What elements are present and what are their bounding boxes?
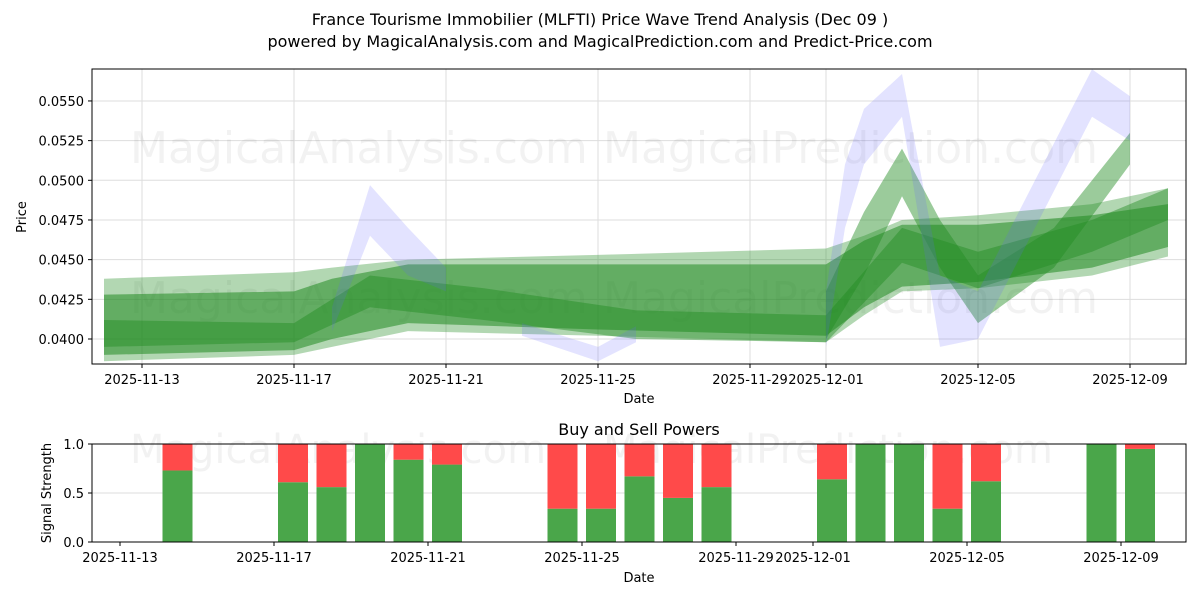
buy-bar: [394, 460, 424, 542]
buy-bar: [1087, 444, 1117, 542]
x-tick-label: 2025-12-05: [929, 551, 1005, 566]
x-tick-label: 2025-11-29: [712, 373, 788, 388]
y-tick-label: 0.0: [63, 536, 84, 551]
buy-bar: [163, 470, 193, 542]
buy-bar: [933, 509, 963, 542]
x-tick-label: 2025-11-29: [698, 551, 774, 566]
sell-bar: [163, 444, 193, 470]
signal-y-axis-label: Signal Strength: [40, 443, 55, 543]
x-tick-label: 2025-12-01: [788, 373, 864, 388]
sell-bar: [548, 444, 578, 509]
y-tick-label: 0.0525: [39, 135, 85, 150]
sell-bar: [933, 444, 963, 509]
y-tick-label: 0.0450: [39, 254, 85, 269]
buy-bar: [355, 444, 385, 542]
price-x-axis: 2025-11-13 2025-11-17 2025-11-21 2025-11-25…: [104, 364, 1168, 388]
x-tick-label: 2025-12-05: [940, 373, 1016, 388]
signal-y-axis: 0.0 0.5 1.0: [63, 438, 92, 551]
price-y-axis: 0.0400 0.0425 0.0450 0.0475 0.0500 0.0525 0.05…: [39, 95, 93, 348]
price-x-axis-label: Date: [623, 392, 654, 407]
sell-bar: [432, 444, 462, 465]
watermark-text: MagicalAnalysis.com: [130, 123, 588, 174]
sell-bar: [317, 444, 347, 487]
x-tick-label: 2025-11-17: [256, 373, 332, 388]
buy-bar: [971, 481, 1001, 542]
price-wave-plot: MagicalAnalysis.com MagicalPrediction.co…: [15, 69, 1186, 407]
x-tick-label: 2025-11-13: [82, 551, 158, 566]
y-tick-label: 1.0: [63, 438, 84, 453]
x-tick-label: 2025-12-09: [1083, 551, 1159, 566]
x-tick-label: 2025-12-01: [775, 551, 851, 566]
buy-bar: [586, 509, 616, 542]
buy-bar: [894, 444, 924, 542]
x-tick-label: 2025-11-25: [560, 373, 636, 388]
x-tick-label: 2025-12-09: [1092, 373, 1168, 388]
sell-bar: [817, 444, 847, 479]
buy-bar: [278, 482, 308, 542]
buy-sell-powers-plot: Buy and Sell Powers MagicalAnalysis.com …: [40, 420, 1186, 586]
y-tick-label: 0.0500: [39, 174, 85, 189]
buy-bar: [856, 444, 886, 542]
y-tick-label: 0.0550: [39, 95, 85, 110]
price-y-axis-label: Price: [15, 201, 30, 233]
x-tick-label: 2025-11-25: [544, 551, 620, 566]
chart-figure: France Tourisme Immobilier (MLFTI) Price…: [0, 0, 1200, 600]
sell-bar: [586, 444, 616, 509]
x-tick-label: 2025-11-17: [236, 551, 312, 566]
x-tick-label: 2025-11-21: [408, 373, 484, 388]
sell-bar: [971, 444, 1001, 481]
sell-bar: [625, 444, 655, 476]
buy-bar: [432, 465, 462, 542]
buy-bar: [548, 509, 578, 542]
buy-bar: [702, 487, 732, 542]
sell-bar: [1125, 444, 1155, 449]
y-tick-label: 0.5: [63, 487, 84, 502]
buy-bar: [663, 498, 693, 542]
y-tick-label: 0.0425: [39, 293, 85, 308]
sell-bar: [663, 444, 693, 498]
sell-bar: [394, 444, 424, 460]
sell-bar: [278, 444, 308, 482]
signal-x-axis-label: Date: [623, 571, 654, 586]
sell-bar: [702, 444, 732, 487]
x-tick-label: 2025-11-13: [104, 373, 180, 388]
buy-bar: [317, 487, 347, 542]
y-tick-label: 0.0475: [39, 214, 85, 229]
signal-x-axis: 2025-11-13 2025-11-17 2025-11-21 2025-11-25…: [82, 542, 1159, 566]
buy-bar: [625, 476, 655, 542]
y-tick-label: 0.0400: [39, 333, 85, 348]
chart-canvas: MagicalAnalysis.com MagicalPrediction.co…: [0, 0, 1200, 600]
buy-bar: [817, 479, 847, 542]
buy-bar: [1125, 449, 1155, 542]
x-tick-label: 2025-11-21: [390, 551, 466, 566]
